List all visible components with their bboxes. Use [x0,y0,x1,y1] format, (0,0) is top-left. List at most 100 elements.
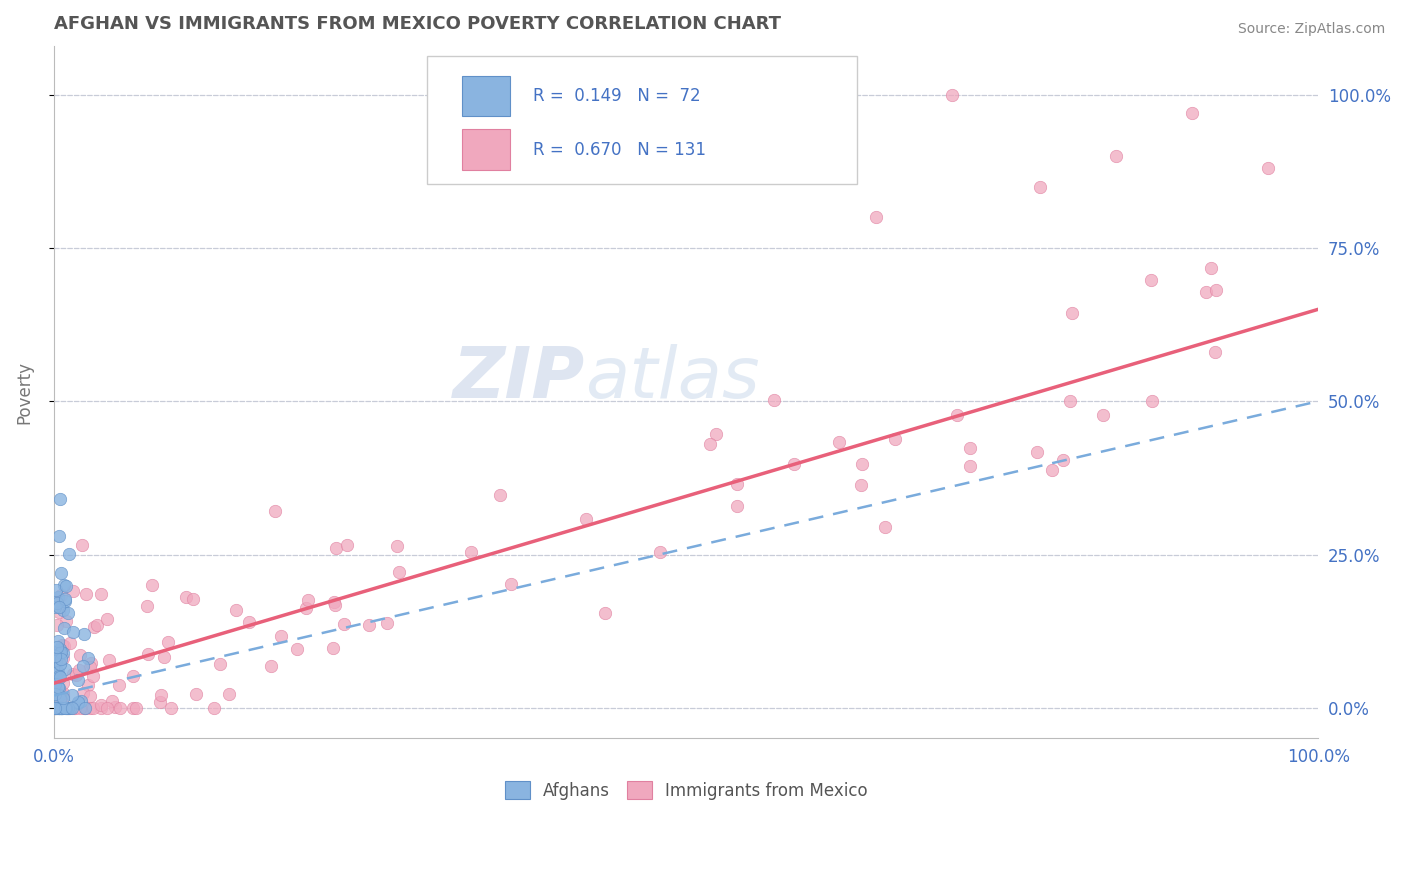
Point [51,696,73,710]
Point [218,687,240,701]
Point [121,700,143,714]
Point [385,539,408,553]
Point [49,645,72,659]
Point [44,700,66,714]
Point [79,689,101,703]
Point [150,688,173,702]
Point [941,87,963,102]
Point [238,615,260,630]
Point [76,650,98,665]
Point [69,700,91,714]
Point [52,688,75,702]
Point [49,646,72,660]
Point [52,646,75,660]
Point [82,700,104,714]
Point [79,700,101,714]
Point [70,538,93,552]
Point [53,592,76,607]
Point [67,695,90,709]
Point [86,618,108,632]
Point [851,457,873,471]
Point [90,587,112,601]
Point [706,427,728,442]
Point [46,680,69,694]
Point [1140,394,1163,409]
Point [75,587,97,601]
Point [51,638,73,652]
Point [1199,261,1222,276]
Point [97,652,120,666]
Point [72,700,94,714]
Point [46,595,69,609]
Point [875,519,897,533]
Point [46,591,69,605]
Point [1181,106,1204,120]
Point [208,657,231,672]
Point [122,669,145,683]
Point [67,663,90,677]
Point [44,700,66,714]
Point [1052,452,1074,467]
Point [52,602,75,616]
Point [48,700,70,714]
Point [79,660,101,674]
Point [44,687,66,701]
Point [55,700,77,714]
Point [75,700,97,714]
Point [1040,463,1063,477]
Point [45,674,67,689]
Point [62,667,84,681]
Point [90,700,112,714]
Point [46,700,69,714]
Point [104,700,127,714]
Point [297,592,319,607]
Point [49,588,72,602]
Point [56,700,79,714]
Point [783,457,806,471]
Legend: Afghans, Immigrants from Mexico: Afghans, Immigrants from Mexico [498,775,875,806]
Point [1257,161,1279,176]
Point [136,647,159,661]
Point [1092,409,1115,423]
Point [62,583,84,598]
Point [44,600,66,615]
Point [574,136,596,151]
Point [53,621,76,635]
Point [53,662,76,676]
Point [60,688,83,702]
Point [52,700,75,714]
Point [58,547,80,561]
Point [48,700,70,714]
Point [90,698,112,712]
Point [460,544,482,558]
Point [45,665,67,680]
Point [225,603,247,617]
Point [55,700,77,714]
Point [44,700,66,714]
Point [63,700,86,714]
Point [186,687,208,701]
Point [141,578,163,592]
Point [80,656,103,670]
Point [72,686,94,700]
Point [357,617,380,632]
Point [48,599,70,614]
Point [44,677,66,691]
Point [153,649,176,664]
Point [725,499,748,513]
Point [73,626,96,640]
Point [323,598,346,612]
Point [322,595,344,609]
Point [45,700,67,714]
Point [325,541,347,555]
Point [65,668,87,682]
Point [59,700,82,714]
Point [66,673,89,688]
Point [959,442,981,456]
Point [58,700,80,714]
Point [96,700,118,714]
Point [44,646,66,660]
Point [55,700,77,714]
Point [67,696,90,710]
Point [725,476,748,491]
